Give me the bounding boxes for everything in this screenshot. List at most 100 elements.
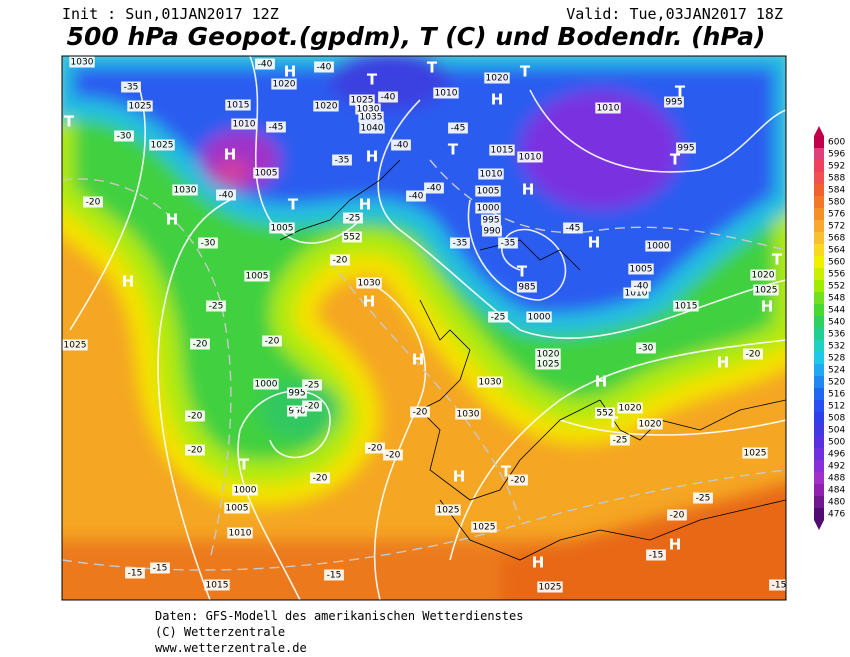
colorbar-swatch	[814, 196, 824, 208]
colorbar-level: 524	[828, 366, 845, 376]
temperature-label-box	[255, 58, 275, 70]
temperature-label: -25	[346, 214, 361, 224]
colorbar-swatch	[814, 136, 824, 148]
isobar-label: 1030	[174, 186, 197, 196]
isobar-label-box	[478, 168, 504, 180]
isobar-label: 1025	[473, 523, 496, 533]
colorbar-swatch	[814, 508, 824, 520]
isobar-label: 1030	[479, 378, 502, 388]
temperature-label: -15	[772, 581, 787, 591]
colorbar-swatch	[814, 232, 824, 244]
temperature-label-box	[302, 400, 322, 412]
temperature-label-box	[448, 122, 468, 134]
isobar-label-box	[526, 311, 552, 323]
colorbar-top-arrow	[814, 126, 824, 136]
temperature-label-box	[391, 139, 411, 151]
map-labels: 1030102510201015101010201025103010351040…	[62, 56, 787, 593]
pressure-center: H	[359, 196, 372, 214]
colorbar-swatch	[814, 472, 824, 484]
temperature-label: -20	[313, 474, 328, 484]
pressure-center: H	[761, 298, 774, 316]
colorbar-swatch	[814, 184, 824, 196]
temperature-label-box	[450, 237, 470, 249]
isobar-label: 1025	[539, 583, 562, 593]
colorbar-swatch	[814, 316, 824, 328]
colorbar-swatch	[814, 304, 824, 316]
isobar-label: 1030	[457, 410, 480, 420]
temperature-label-box	[646, 549, 666, 561]
temperature-label: -20	[193, 340, 208, 350]
colorbar-swatch	[814, 352, 824, 364]
isobar-label: 1020	[639, 420, 662, 430]
isobar-label-box	[623, 287, 649, 299]
isobar-label: 1010	[229, 529, 252, 539]
temperature-label-box	[83, 196, 103, 208]
isobar-label-box	[482, 225, 502, 237]
temperature-label: -25	[305, 381, 320, 391]
isobar-label-box	[742, 447, 768, 459]
colorbar-swatch	[814, 256, 824, 268]
colorbar-swatch	[814, 388, 824, 400]
footer-source: Daten: GFS-Modell des amerikanischen Wet…	[155, 609, 523, 623]
isobar-label: 1025	[129, 102, 152, 112]
colorbar-level: 492	[828, 462, 845, 472]
colorbar-level: 508	[828, 414, 845, 424]
isobar-label: 995	[482, 216, 499, 226]
temperature-label-box	[314, 61, 334, 73]
colorbar-level: 496	[828, 450, 845, 460]
temperature-label-box	[563, 222, 583, 234]
temperature-label: -40	[634, 282, 649, 292]
pressure-center: T	[501, 463, 512, 481]
isobar-label-box	[489, 144, 515, 156]
colorbar-swatch	[814, 412, 824, 424]
isobar-label-box	[287, 405, 307, 417]
isobar-label-box	[269, 222, 295, 234]
temperature-label-box	[365, 442, 385, 454]
isobar-label: 985	[518, 283, 535, 293]
isobar-label-box	[359, 122, 385, 134]
isobar-label: 1005	[255, 169, 278, 179]
isobar-label-box	[69, 56, 95, 68]
colorbar-swatch	[814, 328, 824, 340]
isobar-label-box	[349, 94, 375, 106]
temperature-label: -45	[451, 124, 466, 134]
pressure-center: H	[366, 148, 379, 166]
temperature-label-box	[332, 154, 352, 166]
temperature-label: -20	[86, 198, 101, 208]
colorbar-level: 592	[828, 162, 845, 172]
temperature-label-box	[693, 492, 713, 504]
temperature-label-box	[206, 300, 226, 312]
temperature-label-box	[121, 81, 141, 93]
colorbar-swatch	[814, 160, 824, 172]
temperature-label-box	[631, 280, 651, 292]
colorbar-level: 512	[828, 402, 845, 412]
colorbar-level: 548	[828, 294, 845, 304]
temperature-label-box	[667, 509, 687, 521]
isobar-label: 1010	[480, 170, 503, 180]
isobar-label-box	[750, 269, 776, 281]
isobar-label: 1000	[477, 204, 500, 214]
pressure-center: T	[427, 59, 438, 77]
colorbar-swatch	[814, 436, 824, 448]
isobar-label-box	[481, 214, 501, 226]
temperature-label-box	[343, 212, 363, 224]
isobar-label: 1020	[486, 74, 509, 84]
isobar-label-box	[537, 581, 563, 593]
temperature-label: -25	[209, 302, 224, 312]
temperature-label-box	[383, 449, 403, 461]
pressure-center: T	[517, 263, 528, 281]
temperature-label-box	[610, 434, 630, 446]
temperature-label: 552	[596, 409, 613, 419]
colorbar-bottom-arrow	[814, 520, 824, 530]
isobar-label-box	[535, 358, 561, 370]
temperature-label: -20	[413, 408, 428, 418]
isobar-label: 1000	[528, 313, 551, 323]
isobar-label: 1015	[227, 101, 250, 111]
isobar-label: 1000	[234, 486, 257, 496]
isobar-label: 1035	[360, 113, 383, 123]
temperature-label-box	[198, 237, 218, 249]
colorbar-swatch	[814, 340, 824, 352]
isobar-label: 1005	[630, 265, 653, 275]
isobar-label-box	[484, 72, 510, 84]
isobar-label: 1025	[744, 449, 767, 459]
